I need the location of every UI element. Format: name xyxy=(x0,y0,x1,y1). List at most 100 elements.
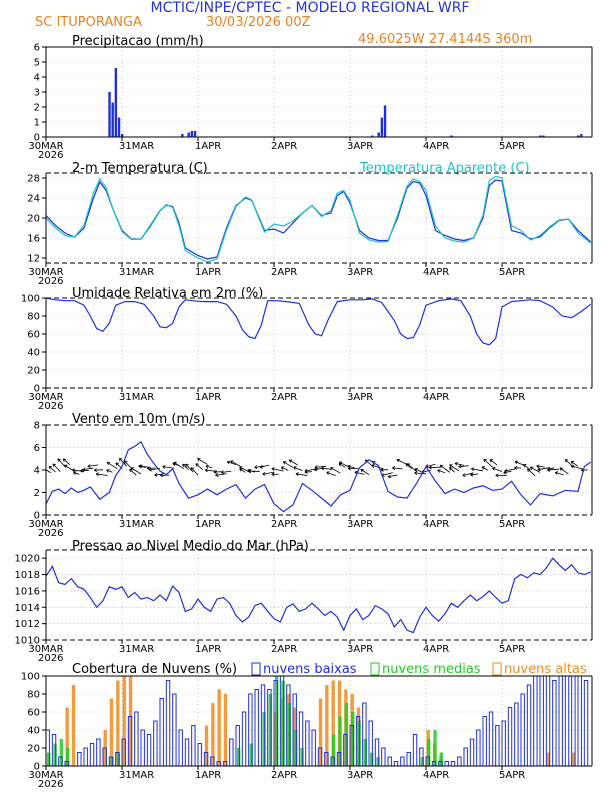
precip-xtick-label: 5APR xyxy=(499,141,525,152)
wind-vector xyxy=(304,471,313,473)
temp-ytick-label: 12 xyxy=(27,254,40,265)
precip-ytick-label: 5 xyxy=(34,58,40,69)
cloud-bar-low xyxy=(393,761,399,766)
cloud-bar-low xyxy=(476,729,481,766)
precip-bar xyxy=(542,135,545,137)
wind-vector xyxy=(338,463,346,468)
cloud-bar-low xyxy=(108,756,114,766)
wind-vector xyxy=(489,459,498,466)
wind-vector xyxy=(87,464,99,467)
cloud-bar-low xyxy=(305,720,310,766)
wind-vector xyxy=(571,465,583,470)
run-date: 30/03/2026 00Z xyxy=(206,15,311,30)
rh-ytick-label: 60 xyxy=(27,330,40,341)
wind-vector-head xyxy=(304,468,309,473)
cloud-bar-high xyxy=(325,685,329,766)
wind-vector-head xyxy=(360,468,364,473)
wind-vector xyxy=(230,460,241,467)
wind-vector xyxy=(57,458,66,467)
wind-xtick-label: 3APR xyxy=(347,519,373,530)
cloud-bar-low xyxy=(577,676,582,766)
cloud-bar-low xyxy=(400,756,405,766)
wind-vector xyxy=(414,468,422,473)
pressure-title: Pressao ao Nivel Medio do Mar (hPa) xyxy=(72,539,309,554)
wind-vector-head xyxy=(527,468,531,472)
wind-vector xyxy=(503,470,512,474)
rh-ytick-label: 20 xyxy=(27,366,40,377)
cloud-bar-low xyxy=(134,711,139,766)
cloud-bar-low xyxy=(203,752,209,766)
cloud-bar-low xyxy=(229,738,234,766)
cloud-bar-low xyxy=(412,734,418,766)
wind-vector xyxy=(289,459,298,466)
wind-vector-head xyxy=(259,464,264,469)
cloud-bar-low xyxy=(469,738,475,766)
clouds-ytick-label: 80 xyxy=(27,690,40,701)
wind-vector xyxy=(449,464,460,472)
wind-vector-head xyxy=(197,458,201,462)
cloud-bar-low xyxy=(552,680,557,766)
cloud-bar-low xyxy=(564,676,570,766)
wind-xtick-label: 2APR xyxy=(271,519,297,530)
precip-marks xyxy=(108,68,583,137)
wind-vector-head xyxy=(106,469,110,473)
wind-vector-head xyxy=(48,465,53,470)
cloud-bar-low xyxy=(545,676,551,766)
temp-marks xyxy=(46,175,592,263)
cloud-bar-low xyxy=(507,707,513,766)
precip-bar xyxy=(117,117,121,137)
rh-series-line xyxy=(46,298,592,346)
cloud-bar-low xyxy=(381,747,386,766)
cloud-bar-low xyxy=(159,698,164,766)
temp-xtick-label: 5APR xyxy=(499,267,525,278)
legend-mid-label: nuvens medias xyxy=(382,662,481,677)
wind-vector-head xyxy=(115,462,119,466)
precip-xtick-label: 30MAR xyxy=(28,141,63,152)
cloud-bar-low xyxy=(286,684,291,766)
wind-vector xyxy=(129,468,137,476)
temp-series-line-2 xyxy=(46,175,592,263)
temp-xtick-label: 2APR xyxy=(271,267,297,278)
wind-vector-head xyxy=(537,467,541,472)
wind-ytick-label: 4 xyxy=(34,466,40,477)
wind-vector xyxy=(483,458,493,468)
wind-vector xyxy=(537,467,550,471)
wind-vector-head xyxy=(414,468,419,472)
wind-vector xyxy=(262,471,275,475)
cloud-bar-high xyxy=(223,694,228,766)
wind-vector xyxy=(449,467,455,473)
wind-vector-head xyxy=(504,468,508,473)
cloud-bar-low xyxy=(140,729,145,766)
wind-ytick-label: 0 xyxy=(34,511,40,522)
wind-vector xyxy=(195,463,204,471)
cloud-bar-high xyxy=(204,725,209,766)
wind-vector-head xyxy=(481,466,486,470)
cloud-bar-mid xyxy=(300,748,304,766)
wind-vector xyxy=(205,465,213,469)
wind-vector xyxy=(215,473,227,476)
wind-vector xyxy=(72,469,85,472)
wind-vector xyxy=(396,459,408,465)
cloud-bar-low xyxy=(343,734,348,766)
cloud-bar-high xyxy=(109,698,114,766)
cloud-bar-mid xyxy=(281,680,285,766)
cloud-bar-high xyxy=(122,676,126,766)
wind-title: Vento em 10m (m/s) xyxy=(72,412,205,427)
precip-bar xyxy=(380,117,384,137)
wind-vector-head xyxy=(406,463,411,467)
wind-vector-head xyxy=(462,473,466,477)
wind-vector xyxy=(536,465,545,468)
temp-xtick-label: 3APR xyxy=(347,267,373,278)
cloud-bar-low xyxy=(83,747,88,766)
rh-ytick-label: 0 xyxy=(34,384,40,395)
wind-vector-head xyxy=(437,469,441,473)
cloud-bar-low xyxy=(172,693,177,766)
cloud-bar-low xyxy=(248,693,253,766)
precip-ytick-label: 4 xyxy=(34,73,40,84)
wind-vector-head xyxy=(87,464,91,468)
cloud-bar-low xyxy=(387,756,392,766)
cloud-bar-low xyxy=(501,720,506,766)
